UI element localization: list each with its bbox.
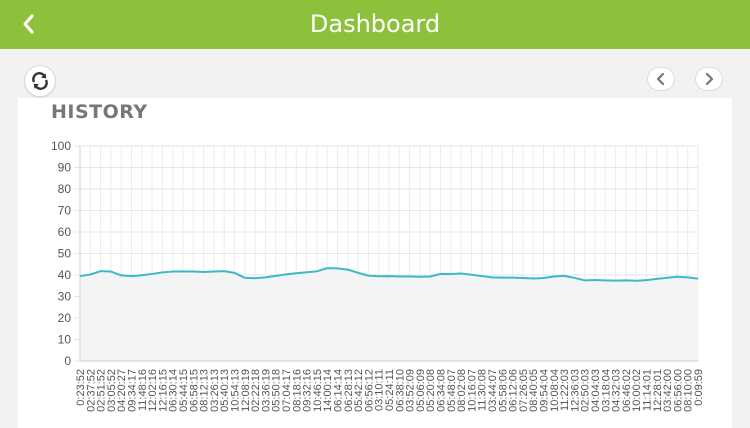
x-tick-label: 0:09:59	[693, 369, 705, 406]
x-tick-label: 12:28:01	[652, 369, 664, 412]
x-tick-label: 05:40:13	[219, 369, 231, 412]
x-tick-label: 12:02:16	[147, 369, 159, 412]
y-tick-label: 10	[58, 333, 72, 347]
chevron-left-icon	[23, 14, 34, 34]
page-title: Dashboard	[309, 10, 441, 38]
x-tick-label: 06:46:02	[621, 369, 633, 412]
y-tick-label: 60	[58, 225, 72, 239]
x-tick-label: 08:12:13	[199, 369, 211, 412]
x-tick-label: 02:51:52	[96, 369, 108, 412]
y-tick-label: 20	[58, 311, 72, 325]
x-tick-label: 11:14:01	[642, 369, 654, 411]
x-tick-label: 03:05:52	[106, 369, 118, 412]
x-tick-label: 05:06:09	[415, 369, 427, 412]
y-tick-label: 0	[64, 354, 71, 368]
x-tick-label: 03:10:11	[374, 369, 386, 411]
history-card: HISTORY 0 10 20 30 40 50 60 70 80 90 100 0:23:52 02:…	[18, 98, 732, 428]
x-tick-label: 09:54:04	[539, 369, 551, 412]
back-button[interactable]	[14, 10, 42, 38]
x-tick-label: 11:30:08	[477, 369, 489, 411]
toolbar	[0, 49, 750, 101]
x-tick-label: 10:54:13	[230, 369, 242, 412]
x-tick-label: 08:18:16	[291, 369, 303, 412]
series-line	[79, 267, 699, 282]
x-tick-label: 02:50:03	[580, 369, 592, 412]
x-tick-label: 03:36:19	[260, 369, 272, 412]
x-tick-label: 08:10:00	[683, 369, 695, 412]
x-tick-label: 05:42:12	[353, 369, 365, 412]
x-tick-label: 03:26:13	[209, 369, 221, 412]
x-tick-label: 06:56:12	[363, 369, 375, 412]
x-tick-label: 03:18:04	[600, 369, 612, 412]
x-tick-label: 11:48:16	[137, 369, 149, 411]
x-tick-label: 08:02:08	[456, 369, 468, 412]
x-tick-label: 06:30:14	[168, 369, 180, 412]
x-tick-label: 10:08:04	[549, 369, 561, 412]
x-tick-label: 05:58:06	[497, 369, 509, 412]
x-tick-label: 07:26:05	[518, 369, 530, 412]
x-tick-label: 02:37:52	[85, 369, 97, 412]
x-tick-label: 04:04:03	[590, 369, 602, 412]
x-tick-label: 05:50:18	[271, 369, 283, 412]
x-tick-label: 09:34:17	[127, 369, 139, 412]
x-tick-label: 06:28:13	[343, 369, 355, 412]
x-tick-label: 07:04:17	[281, 369, 293, 412]
previous-button[interactable]	[647, 67, 675, 91]
x-tick-label: 06:58:15	[188, 369, 200, 412]
x-tick-label: 06:14:14	[333, 369, 345, 412]
x-tick-label: 02:22:18	[250, 369, 262, 412]
x-tick-label: 03:52:09	[405, 369, 417, 412]
x-tick-label: 04:20:27	[116, 369, 128, 412]
y-tick-label: 30	[58, 290, 72, 304]
app-header: Dashboard	[0, 0, 750, 49]
x-tick-label: 06:34:08	[436, 369, 448, 412]
x-tick-label: 06:56:00	[672, 369, 684, 412]
x-tick-label: 09:32:16	[302, 369, 314, 412]
x-tick-label: 10:00:02	[631, 369, 643, 412]
x-tick-label: 14:00:14	[322, 369, 334, 412]
y-tick-label: 50	[58, 247, 72, 261]
x-tick-label: 11:22:03	[559, 369, 571, 411]
history-title: HISTORY	[51, 101, 148, 123]
history-chart: 01020304050607080901000:23:5202:37:5202:…	[51, 139, 705, 412]
x-tick-label: 05:44:15	[178, 369, 190, 412]
next-button[interactable]	[695, 67, 723, 91]
y-tick-label: 80	[58, 182, 72, 196]
x-tick-label: 12:36:03	[569, 369, 581, 412]
y-tick-label: 40	[58, 268, 72, 282]
refresh-button[interactable]	[24, 65, 56, 97]
chevron-left-icon	[656, 72, 665, 86]
x-tick-label: 12:08:19	[240, 369, 252, 412]
x-tick-label: 0:23:52	[75, 369, 87, 406]
x-tick-label: 04:32:03	[611, 369, 623, 412]
x-tick-label: 05:20:08	[425, 369, 437, 412]
refresh-icon	[32, 72, 48, 90]
x-tick-label: 05:24:11	[384, 369, 396, 411]
x-tick-label: 06:12:06	[508, 369, 520, 412]
x-tick-label: 06:38:10	[394, 369, 406, 412]
x-tick-label: 03:44:07	[487, 369, 499, 412]
x-tick-label: 05:48:07	[446, 369, 458, 412]
x-tick-label: 03:42:00	[662, 369, 674, 412]
x-tick-label: 10:46:15	[312, 369, 324, 412]
x-tick-label: 08:40:05	[528, 369, 540, 412]
y-tick-label: 70	[58, 204, 72, 218]
x-tick-label: 10:16:07	[466, 369, 478, 412]
y-tick-label: 100	[51, 139, 71, 153]
x-tick-label: 12:16:15	[157, 369, 169, 412]
y-tick-label: 90	[58, 161, 72, 175]
chevron-right-icon	[705, 72, 714, 86]
series-area	[80, 268, 698, 361]
